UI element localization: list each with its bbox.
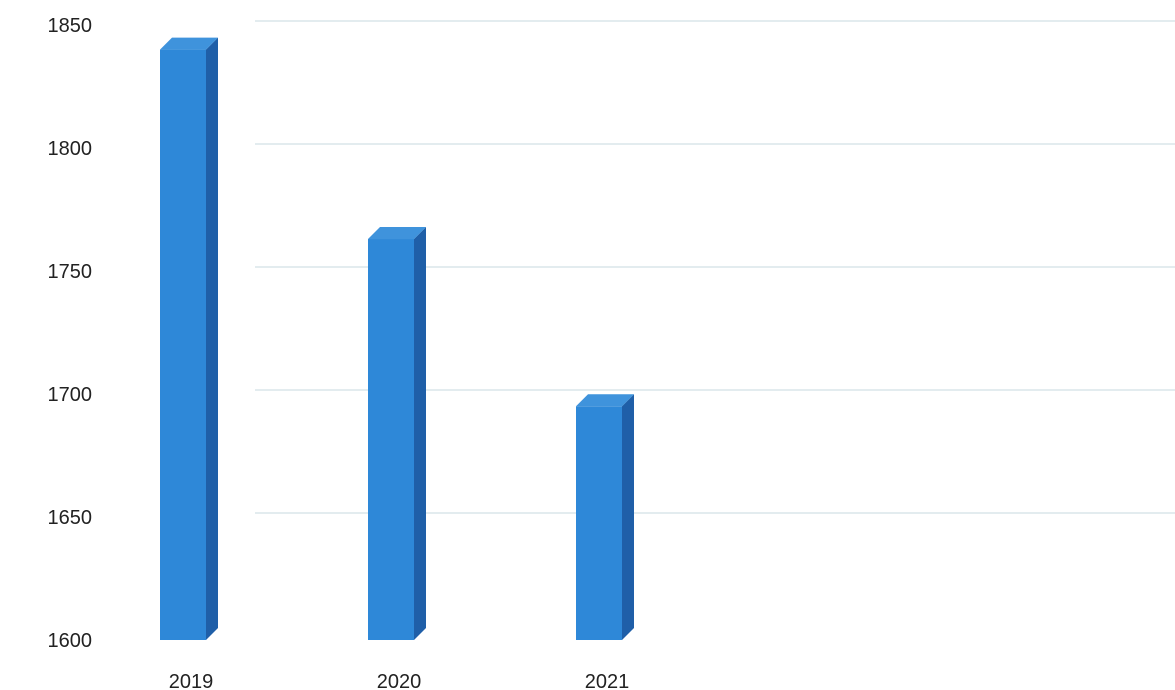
y-tick-label: 1600 [48, 630, 93, 652]
bar-front [368, 239, 414, 640]
bar-side [622, 394, 634, 640]
x-tick-label: 2019 [169, 671, 214, 690]
bar-side [206, 37, 218, 641]
y-tick-label: 1700 [48, 384, 93, 406]
x-tick-label: 2020 [377, 671, 422, 690]
bar-top [576, 394, 634, 407]
bar-top [368, 227, 426, 240]
bar-2019 [160, 37, 218, 641]
y-tick-label: 1650 [48, 507, 93, 529]
bar-front [160, 49, 206, 641]
y-tick-label: 1850 [48, 15, 93, 37]
y-axis-tick-labels: 1600 1650 1700 1750 1800 1850 [48, 15, 93, 652]
bar-side [414, 227, 426, 640]
x-tick-label: 2021 [585, 671, 630, 690]
bar-2021 [576, 394, 634, 640]
y-tick-label: 1750 [48, 261, 93, 283]
y-tick-label: 1800 [48, 138, 93, 160]
bar-2020 [368, 227, 426, 640]
bars [160, 37, 634, 641]
x-axis-tick-labels: 2019 2020 2021 [169, 671, 630, 690]
bar-top [160, 37, 218, 50]
bar-front [576, 406, 622, 640]
